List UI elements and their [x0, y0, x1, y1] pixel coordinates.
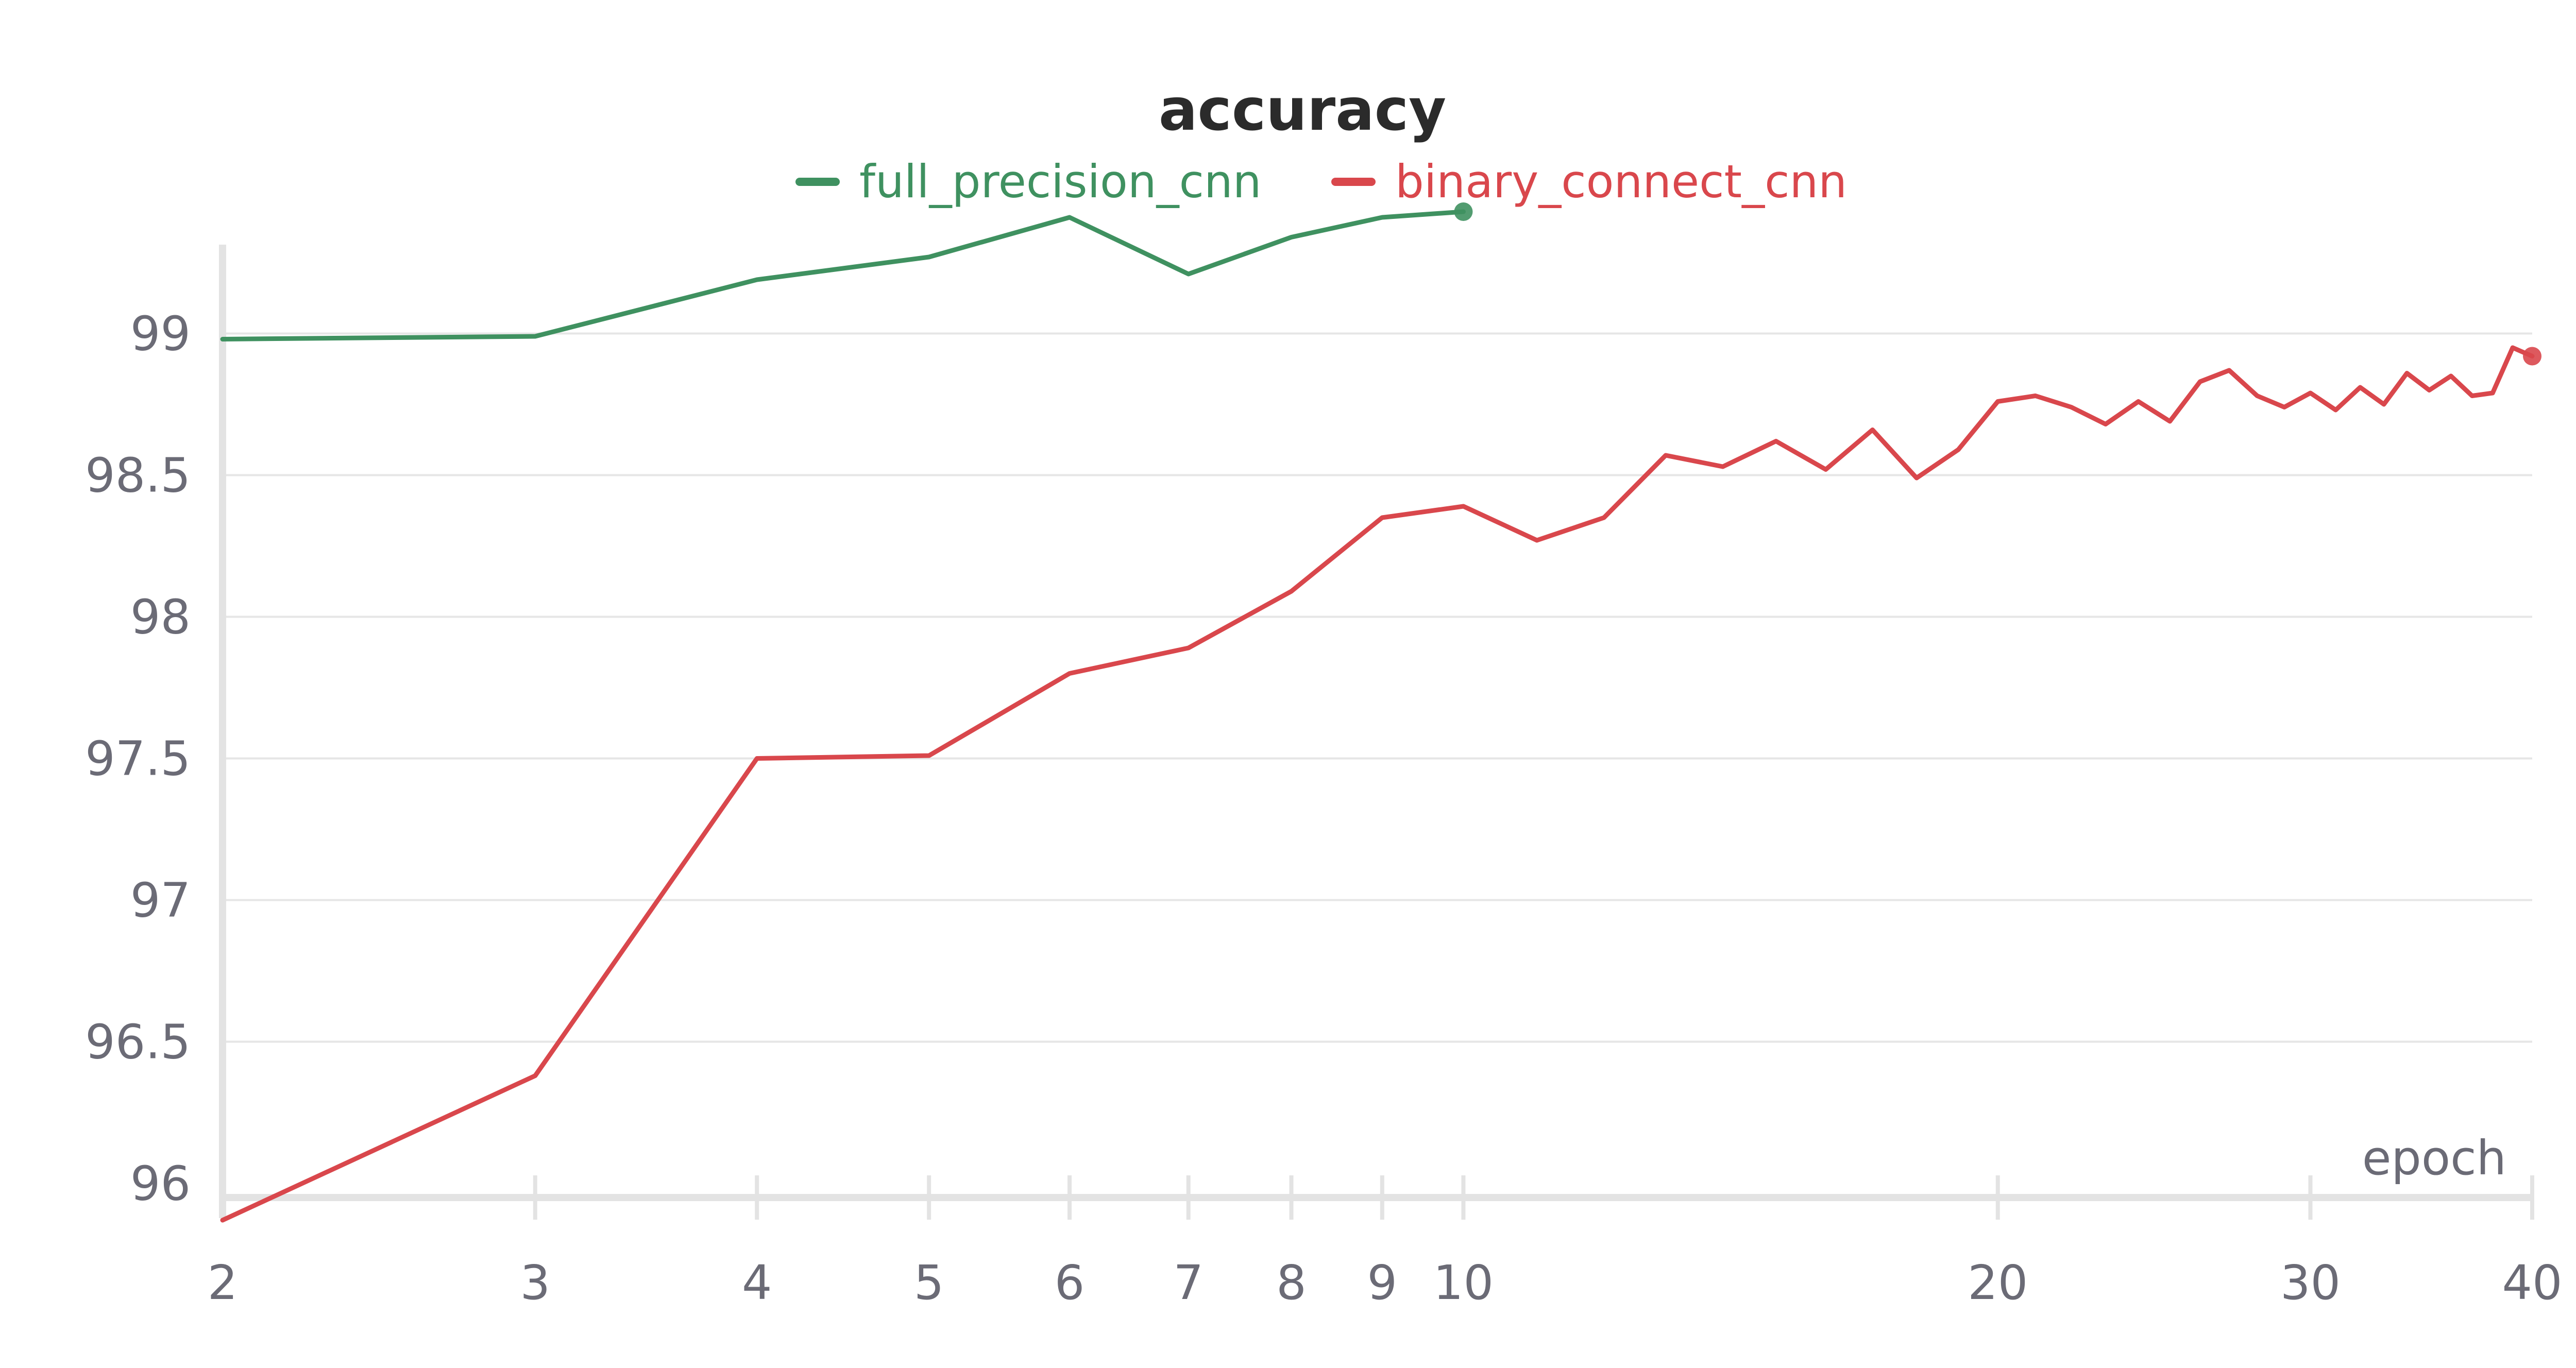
- x-tick-label: 8: [1276, 1255, 1307, 1310]
- data-point-binary-connect-cnn: [1291, 591, 1292, 592]
- x-tick-label: 10: [1433, 1255, 1494, 1310]
- data-point-binary-connect-cnn: [2523, 347, 2541, 366]
- series-line-full-precision-cnn[interactable]: [220, 209, 1466, 341]
- legend: full_precision_cnn binary_connect_cnn: [795, 155, 1847, 208]
- data-point-binary-connect-cnn: [1997, 401, 1998, 402]
- legend-label-full-precision-cnn: full_precision_cnn: [859, 155, 1262, 208]
- x-tick-label: 4: [742, 1255, 772, 1310]
- x-axis-label: epoch: [2362, 1131, 2506, 1186]
- x-ticks: 2 3 4 5 6 7 8 9 10 20 30 40: [208, 1175, 2563, 1310]
- data-point-binary-connect-cnn: [2138, 401, 2139, 402]
- legend-entry-full-precision-cnn[interactable]: full_precision_cnn: [795, 155, 1262, 208]
- x-tick-label: 7: [1173, 1255, 1204, 1310]
- x-tick-label: 40: [2502, 1255, 2562, 1310]
- x-tick-label: 2: [208, 1255, 238, 1310]
- y-tick-label: 97: [130, 873, 191, 928]
- y-tick-label: 98: [130, 590, 191, 645]
- x-tick-label: 3: [520, 1255, 550, 1310]
- data-point-full-precision-cnn: [1188, 274, 1189, 275]
- x-tick-label: 6: [1055, 1255, 1085, 1310]
- series-line-binary-connect-cnn[interactable]: [220, 345, 2535, 1223]
- y-tick-label: 98.5: [85, 448, 191, 503]
- legend-entry-binary-connect-cnn[interactable]: binary_connect_cnn: [1331, 155, 1847, 208]
- data-point-binary-connect-cnn: [2360, 387, 2361, 388]
- x-tick-label: 20: [1968, 1255, 2028, 1310]
- data-point-binary-connect-cnn: [2310, 393, 2311, 394]
- y-tick-label: 96.5: [85, 1015, 191, 1070]
- gridlines: [223, 332, 2532, 1043]
- chart-title: accuracy: [1159, 77, 1446, 144]
- x-tick-label: 30: [2280, 1255, 2341, 1310]
- data-point-binary-connect-cnn: [1463, 506, 1464, 507]
- data-point-binary-connect-cnn: [2335, 410, 2336, 411]
- x-tick-label: 5: [914, 1255, 944, 1310]
- x-tick-label: 9: [1367, 1255, 1398, 1310]
- y-tick-label: 97.5: [85, 731, 191, 786]
- y-tick-label: 96: [130, 1156, 191, 1211]
- series: [220, 202, 2541, 1223]
- legend-label-binary-connect-cnn: binary_connect_cnn: [1395, 155, 1847, 208]
- axes: [219, 245, 2532, 1218]
- data-point-binary-connect-cnn: [1825, 469, 1826, 470]
- data-point-full-precision-cnn: [1454, 202, 1473, 221]
- y-tick-label: 99: [130, 306, 191, 362]
- y-tick-labels: 96 96.5 97 97.5 98 98.5 99: [85, 306, 191, 1211]
